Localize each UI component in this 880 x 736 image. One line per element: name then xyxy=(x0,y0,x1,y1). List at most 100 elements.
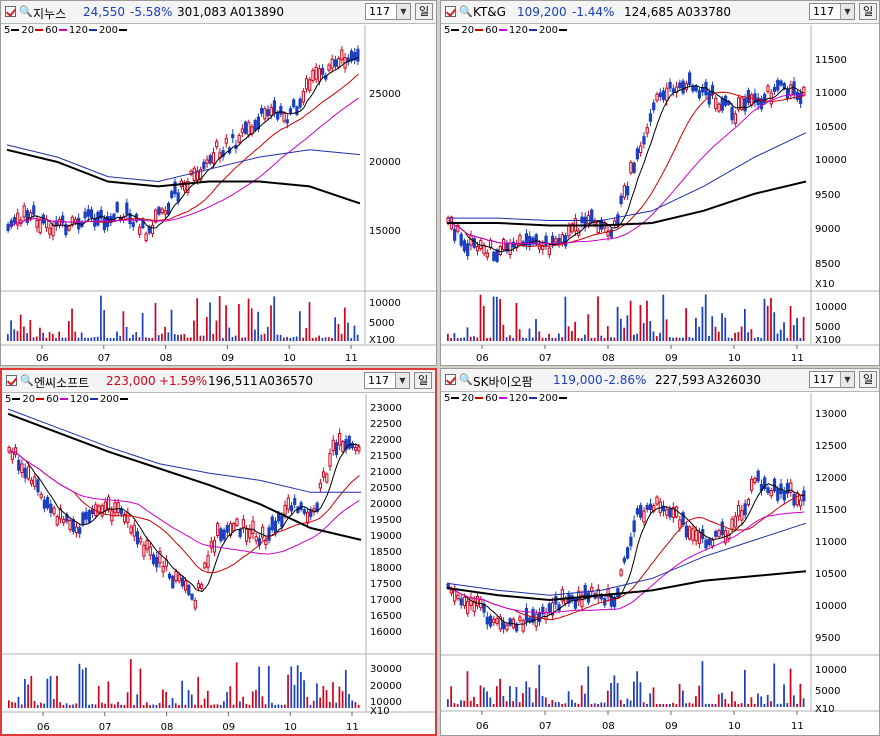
y-tick-label: 22000 xyxy=(370,435,402,446)
candle xyxy=(515,623,519,632)
moving-average-line xyxy=(8,97,359,228)
volume-bar xyxy=(324,337,327,341)
candle xyxy=(550,602,555,616)
candle xyxy=(782,83,786,90)
volume-bar xyxy=(623,704,625,707)
volume-bar xyxy=(610,683,612,707)
volume-bar xyxy=(231,337,234,341)
stock-name[interactable]: SK바이오팜 xyxy=(473,375,533,389)
candle xyxy=(135,531,140,545)
chart-panel-skbiopharm[interactable]: 🔍 SK바이오팜 119,000 -2.86% 227,593 A326030 … xyxy=(440,368,880,736)
candle xyxy=(619,195,623,204)
volume-bar xyxy=(16,330,19,341)
volume-bar xyxy=(353,325,356,341)
period-select[interactable]: 117 ▼ xyxy=(364,372,410,389)
volume-bar xyxy=(509,335,511,341)
volume-bar xyxy=(646,300,648,341)
volume-bar xyxy=(476,337,479,341)
candle xyxy=(215,141,219,148)
search-icon[interactable]: 🔍 xyxy=(20,374,34,387)
period-unit-button[interactable]: 일 xyxy=(859,371,877,388)
candle xyxy=(163,210,167,215)
candle xyxy=(304,78,309,90)
volume-bar xyxy=(209,302,211,341)
volume-bar xyxy=(325,690,328,708)
volume-bar xyxy=(724,317,727,341)
price-chart[interactable]: 25000 20000 15000 10000 5000 X100 06 07 08 09 10 11 xyxy=(1,1,437,366)
volume-bar xyxy=(120,704,123,708)
volume-bar xyxy=(541,695,544,707)
volume-bar xyxy=(350,337,353,341)
chevron-down-icon[interactable]: ▼ xyxy=(396,4,410,19)
candle xyxy=(475,596,480,607)
candle xyxy=(466,600,470,614)
volume-bar xyxy=(779,703,782,707)
volume-bar xyxy=(245,703,248,708)
volume-bar xyxy=(200,704,203,708)
volume-bar xyxy=(276,334,279,341)
candle xyxy=(609,229,613,238)
checkbox-icon[interactable] xyxy=(445,374,456,385)
chart-panel-ktg[interactable]: 🔍 KT&G 109,200 -1.44% 124,685 A033780 11… xyxy=(440,0,880,366)
volume-bar xyxy=(717,694,720,707)
price-chart[interactable]: 11500 11000 10500 10000 9500 9000 8500 X10 10000… xyxy=(441,1,880,366)
checkbox-icon[interactable] xyxy=(5,6,16,17)
candle xyxy=(225,525,229,533)
volume-tick-label: 10000 xyxy=(815,302,847,313)
x-tick-label: 08 xyxy=(602,353,615,364)
ma-legend: 5 20 60 120 200 xyxy=(4,25,129,36)
volume-bar xyxy=(580,685,583,707)
candle xyxy=(537,612,542,622)
candle xyxy=(341,441,345,452)
checkbox-icon[interactable] xyxy=(445,6,456,17)
candle xyxy=(730,518,734,530)
ma-legend-label: 200 xyxy=(538,393,559,404)
volume-bar xyxy=(652,687,655,707)
candle xyxy=(139,538,143,543)
volume-bar xyxy=(450,686,453,707)
volume-bar xyxy=(312,700,315,708)
volume-bar xyxy=(509,686,511,707)
chevron-down-icon[interactable]: ▼ xyxy=(395,373,409,388)
ma-legend-label: 5 xyxy=(4,25,11,36)
chart-panel-jinus[interactable]: 🔍 지누스 24,550 -5.58% 301,083 A013890 117 ▼… xyxy=(0,0,437,366)
candle xyxy=(482,244,486,254)
volume-bar xyxy=(538,664,541,707)
stock-name[interactable]: KT&G xyxy=(473,5,506,19)
volume-bar xyxy=(655,703,658,707)
volume-bar xyxy=(343,307,346,341)
candle xyxy=(45,219,49,228)
volume-bar xyxy=(206,690,209,708)
volume-bar xyxy=(460,337,462,341)
candle xyxy=(511,241,516,248)
chevron-down-icon[interactable]: ▼ xyxy=(840,372,854,387)
candle xyxy=(32,205,36,215)
stock-name[interactable]: 엔씨소프트 xyxy=(34,376,90,390)
search-icon[interactable]: 🔍 xyxy=(459,5,473,18)
candle xyxy=(33,476,37,487)
search-icon[interactable]: 🔍 xyxy=(19,5,33,18)
candle xyxy=(305,511,310,524)
price-chart[interactable]: 13000 12500 12000 11500 11000 10500 10000 9500 1… xyxy=(441,369,880,735)
ma-legend-swatch xyxy=(36,398,45,400)
candle xyxy=(746,90,751,104)
candle xyxy=(123,514,127,523)
period-unit-button[interactable]: 일 xyxy=(859,3,877,20)
checkbox-icon[interactable] xyxy=(6,375,17,386)
period-select[interactable]: 117 ▼ xyxy=(809,3,855,20)
volume-bar xyxy=(757,693,759,707)
volume-bar xyxy=(202,335,205,341)
volume-bar xyxy=(453,703,456,707)
period-unit-button[interactable]: 일 xyxy=(414,372,432,389)
stock-name[interactable]: 지누스 xyxy=(33,7,67,21)
candle xyxy=(145,540,149,550)
chevron-down-icon[interactable]: ▼ xyxy=(840,4,854,19)
price-chart[interactable]: 23000 22500 22000 21500 21000 20500 20000 19500… xyxy=(2,370,435,734)
candle xyxy=(113,502,117,514)
period-unit-button[interactable]: 일 xyxy=(415,3,433,20)
search-icon[interactable]: 🔍 xyxy=(459,373,473,386)
candle xyxy=(740,510,744,521)
chart-panel-ncsoft[interactable]: 🔍 엔씨소프트 223,000 +1.59% 196,511 A036570 1… xyxy=(0,368,437,736)
period-select[interactable]: 117 ▼ xyxy=(365,3,411,20)
period-select[interactable]: 117 ▼ xyxy=(809,371,855,388)
